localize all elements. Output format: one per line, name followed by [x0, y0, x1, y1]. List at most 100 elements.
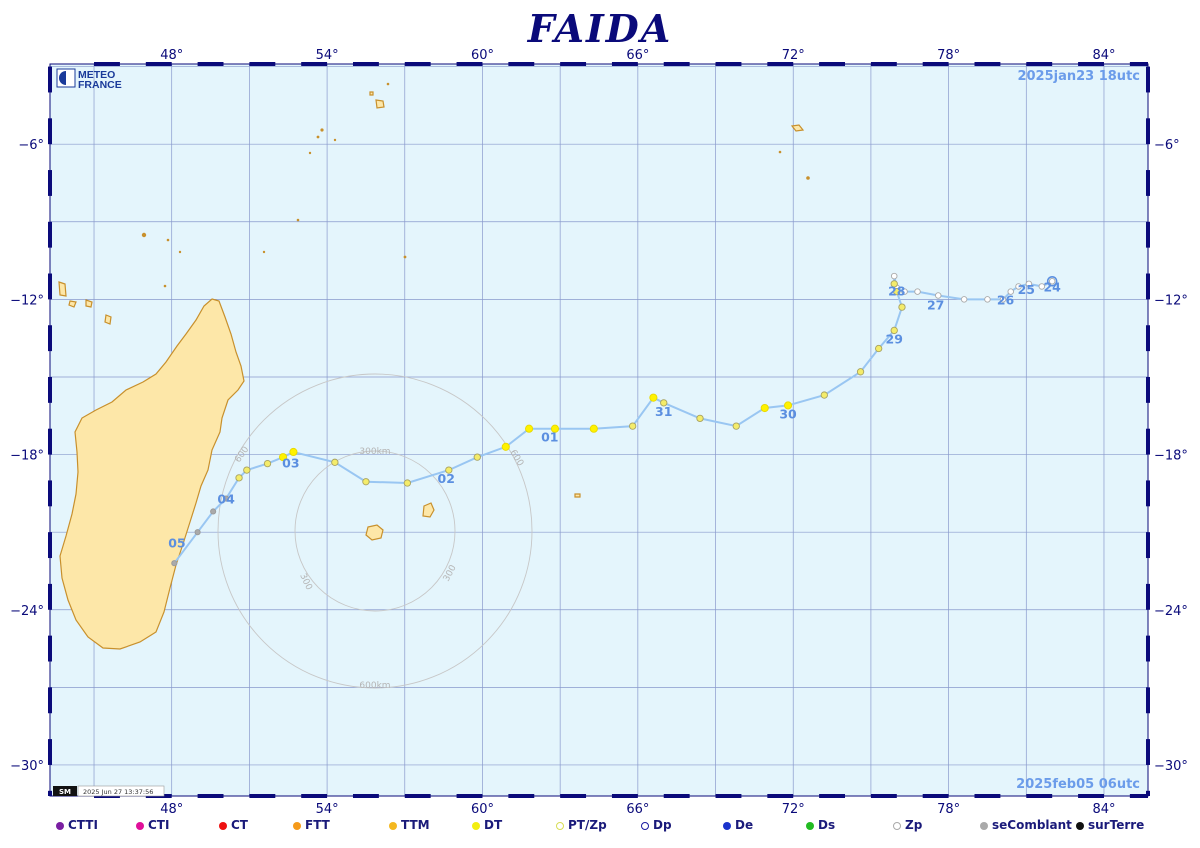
frame-dash	[819, 62, 846, 66]
frame-dash	[1026, 62, 1053, 66]
track-point	[890, 280, 898, 288]
track-point	[934, 292, 942, 299]
frame-dash	[663, 794, 690, 798]
logo-line-1: METEO	[78, 69, 115, 81]
track-point	[890, 272, 898, 280]
day-label: 28	[888, 283, 905, 298]
frame-dash	[1146, 532, 1150, 559]
track-point	[820, 391, 828, 399]
legend-marker	[472, 821, 480, 830]
frame-dash	[663, 62, 690, 66]
legend-marker	[641, 821, 649, 830]
frame-dash	[352, 794, 379, 798]
longitude-tick-label: 60°	[471, 802, 494, 817]
frame-dash	[456, 62, 483, 66]
track-point	[289, 447, 298, 457]
track-points	[171, 272, 1056, 567]
longitude-tick-label: 54°	[316, 802, 339, 817]
track-point	[1007, 288, 1015, 295]
track-point	[243, 466, 251, 474]
frame-dash	[48, 170, 52, 196]
comoros-island-b	[68, 300, 77, 308]
frame-dash	[456, 794, 483, 798]
latitude-tick-label: −6°	[1154, 138, 1180, 153]
ring-label-inner-top: 300km	[359, 447, 390, 457]
frame-dash	[1146, 635, 1150, 662]
latitude-tick-label: −18°	[10, 449, 44, 464]
mauritius-island	[422, 502, 435, 518]
day-label: 03	[282, 456, 299, 471]
frame-dash	[1146, 790, 1150, 796]
legend-item-secomblant: seComblant	[980, 818, 1072, 832]
legend-marker	[893, 821, 901, 830]
day-label: 02	[438, 471, 455, 486]
islet	[778, 150, 782, 154]
latitude-tick-label: −6°	[18, 138, 44, 153]
frame-dash	[48, 480, 52, 507]
track-point	[660, 399, 668, 407]
madagascar-island	[59, 298, 245, 650]
frame-dash	[48, 532, 52, 559]
legend-label: CT	[231, 818, 248, 832]
track-point	[362, 478, 370, 486]
track-point	[501, 442, 510, 451]
track-point	[890, 326, 898, 335]
track-point	[263, 459, 272, 468]
track-point	[550, 424, 560, 433]
frame-dash	[611, 794, 638, 798]
frame-dash	[1146, 583, 1150, 610]
track-point	[525, 424, 534, 433]
track-point	[901, 288, 908, 295]
track-point	[875, 344, 883, 353]
start-date-label: 2025jan23 18utc	[1017, 69, 1140, 84]
frame-dash	[922, 794, 949, 798]
longitude-tick-label: 84°	[1092, 802, 1115, 817]
longitude-tick-label: 66°	[626, 48, 649, 63]
track-point	[898, 303, 906, 311]
frame-dash	[1146, 480, 1150, 507]
frame-dash	[1129, 62, 1148, 66]
frame-dash	[1146, 66, 1150, 93]
ocean-area	[50, 64, 1148, 796]
small-islets	[141, 82, 810, 288]
longitude-tick-label: 48°	[160, 48, 183, 63]
day-label: 26	[997, 293, 1015, 308]
legend-item-surterre: surTerre	[1076, 818, 1144, 832]
track-point	[235, 474, 243, 482]
rodrigues-island	[574, 493, 581, 498]
track-point	[914, 288, 921, 295]
frame-dash	[48, 66, 52, 93]
latitude-tick-label: −30°	[1154, 759, 1188, 774]
track-point	[1015, 283, 1022, 290]
legend-item-cti: CTI	[136, 818, 169, 832]
category-legend: CTTI CTI CT FTT TTM DT PT/Zp Dp De Ds Zp seComblant…	[0, 818, 1200, 838]
mayotte-island	[104, 314, 112, 325]
frame-dash	[145, 62, 172, 66]
frame-dash	[301, 794, 328, 798]
frame-dash	[48, 325, 52, 352]
frame-dash	[48, 273, 52, 300]
frame-dash	[974, 794, 1001, 798]
legend-marker	[1076, 821, 1084, 830]
longitude-tick-label: 72°	[782, 48, 805, 63]
frame-dash	[508, 794, 535, 798]
islet	[163, 284, 167, 288]
latitude-tick-label: −24°	[1154, 604, 1188, 619]
legend-marker	[556, 821, 564, 830]
islet	[316, 135, 320, 139]
track-point	[194, 529, 201, 536]
frame-dash	[560, 794, 587, 798]
frame-dash	[1146, 118, 1150, 145]
legend-label: CTTI	[68, 818, 98, 832]
legend-item-de: De	[723, 818, 753, 832]
track-point	[960, 296, 968, 303]
frame-dash	[249, 794, 276, 798]
generation-stamp: SM 2025 Jun 27 13:37:56	[53, 785, 165, 797]
graticule	[50, 64, 1148, 796]
islet	[386, 82, 390, 86]
track-point	[649, 393, 658, 402]
track-point	[589, 424, 598, 433]
frame-dash	[352, 62, 379, 66]
longitude-tick-label: 54°	[316, 48, 339, 63]
frame-dash	[404, 62, 431, 66]
